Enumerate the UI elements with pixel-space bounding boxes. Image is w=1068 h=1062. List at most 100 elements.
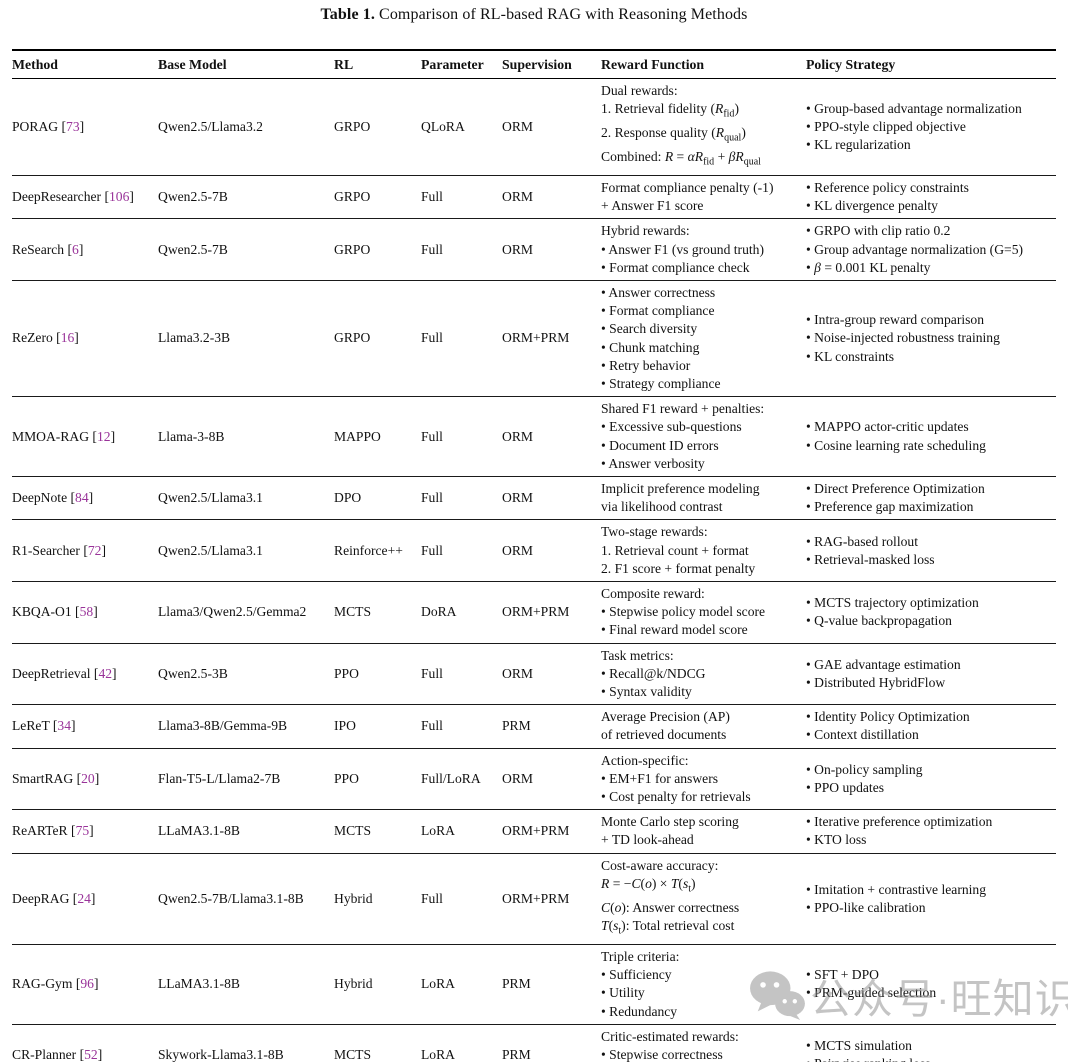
- citation-ref[interactable]: 20: [81, 770, 95, 786]
- policy-strategy-cell: • Reference policy constraints • KL diver…: [806, 175, 1056, 220]
- policy-line: • Intra-group reward comparison: [806, 312, 985, 328]
- policy-strategy-cell: • SFT + DPO • PRM-guided selection: [806, 944, 1056, 1025]
- supervision-cell: ORM: [502, 643, 601, 706]
- base-model-cell: Llama3-8B/Gemma-9B: [158, 704, 334, 749]
- reward-function-cell: • Answer correctness • Format compliance •…: [601, 280, 806, 398]
- rl-cell: GRPO: [334, 175, 421, 220]
- parameter-cell: Full: [421, 175, 502, 220]
- policy-line: • KTO loss: [806, 832, 867, 848]
- reward-function-cell: Action-specific: • EM+F1 for answers • Cos…: [601, 748, 806, 811]
- method-cell: ReSearch [6]: [12, 218, 158, 281]
- policy-line: • PPO-like calibration: [806, 899, 926, 915]
- table-header: Method Base Model RL Parameter Supervisi…: [12, 50, 1056, 79]
- reward-line: • Final reward model score: [601, 622, 748, 638]
- reward-line: Two-stage rewards:: [601, 524, 708, 540]
- rl-cell: Reinforce++: [334, 519, 421, 583]
- base-model-cell: Skywork-Llama3.1-8B: [158, 1046, 284, 1062]
- citation-ref[interactable]: 52: [84, 1046, 98, 1062]
- reward-line: • Cost penalty for retrievals: [601, 789, 751, 805]
- policy-line: • GRPO with clip ratio 0.2: [806, 223, 951, 239]
- supervision-cell: ORM+PRM: [502, 853, 601, 945]
- policy-line: • PPO-style clipped objective: [806, 118, 966, 134]
- reward-line: • Sufficiency: [601, 967, 672, 983]
- table-row: LeReT [34] Llama3-8B/Gemma-9B IPO Full PRM Av…: [12, 704, 1056, 749]
- policy-line: • MCTS trajectory optimization: [806, 595, 979, 611]
- reward-line: Critic-estimated rewards:: [601, 1028, 739, 1044]
- col-header-parameter: Parameter: [421, 50, 502, 79]
- supervision-cell: ORM: [502, 519, 601, 583]
- parameter-cell: Full: [421, 476, 502, 521]
- citation-ref[interactable]: 75: [75, 823, 90, 839]
- reward-line: Task metrics:: [601, 647, 674, 663]
- reward-line: Cost-aware accuracy:: [601, 857, 719, 873]
- policy-line: • KL regularization: [806, 137, 911, 153]
- reward-line: • Syntax validity: [601, 684, 692, 700]
- method-cell: R1-Searcher [72]: [12, 519, 158, 583]
- policy-strategy-cell: • Identity Policy Optimization • Context …: [806, 704, 1056, 749]
- table-row: DeepRAG [24] Qwen2.5-7B/Llama3.1-8B Hybrid…: [12, 853, 1056, 945]
- reward-line: Hybrid rewards:: [601, 223, 690, 239]
- rl-cell: GRPO: [334, 280, 421, 398]
- policy-line: • KL constraints: [806, 348, 895, 364]
- parameter-cell: Full: [421, 280, 502, 398]
- supervision-cell: ORM: [502, 748, 601, 811]
- reward-line: • Stepwise policy model score: [601, 604, 766, 620]
- reward-line: • Stepwise correctness: [601, 1046, 723, 1062]
- table-row: PORAG [73] Qwen2.5/Llama3.2 GRPO QLoRA ORM Du…: [12, 78, 1056, 176]
- rl-cell: MCTS: [334, 1046, 372, 1062]
- supervision-cell: PRM: [502, 1046, 531, 1062]
- policy-line: • GAE advantage estimation: [806, 656, 961, 672]
- reward-line: Combined: R = αRfid + βRqual: [601, 149, 761, 168]
- table-row: ReSearch [6] Qwen2.5-7B GRPO Full ORM Hybrid …: [12, 218, 1056, 281]
- reward-function-cell: Critic-estimated rewards: • Stepwise corr…: [601, 1024, 806, 1062]
- supervision-cell: PRM: [502, 944, 601, 1025]
- citation-ref[interactable]: 58: [79, 604, 94, 620]
- policy-line: • Cosine learning rate scheduling: [806, 437, 986, 453]
- policy-strategy-cell: • On-policy sampling • PPO updates: [806, 748, 1056, 811]
- rl-cell: MAPPO: [334, 396, 421, 478]
- citation-ref[interactable]: 72: [87, 542, 102, 558]
- supervision-cell: ORM+PRM: [502, 280, 601, 398]
- reward-line: • Format compliance check: [601, 259, 750, 275]
- reward-function-cell: Implicit preference modeling via likeliho…: [601, 476, 806, 521]
- reward-line: • Redundancy: [601, 1003, 678, 1019]
- citation-ref[interactable]: 73: [66, 118, 80, 134]
- policy-strategy-cell: • Group-based advantage normalization • P…: [806, 78, 1056, 176]
- method-cell: KBQA-O1 [58]: [12, 581, 158, 644]
- rl-cell: MCTS: [334, 809, 421, 854]
- base-model-cell: Qwen2.5/Llama3.1: [158, 476, 334, 521]
- base-model-cell: Qwen2.5/Llama3.2: [158, 78, 334, 176]
- citation-ref[interactable]: 12: [96, 428, 111, 444]
- rl-cell: PPO: [334, 748, 421, 811]
- citation-ref[interactable]: 24: [77, 890, 91, 906]
- reward-line: Dual rewards:: [601, 83, 678, 98]
- method-cell: CR-Planner [52]: [12, 1046, 103, 1062]
- citation-ref[interactable]: 16: [60, 330, 75, 346]
- citation-ref[interactable]: 42: [98, 665, 113, 681]
- citation-ref[interactable]: 106: [108, 189, 130, 205]
- base-model-cell: Llama3.2-3B: [158, 280, 334, 398]
- rl-cell: PPO: [334, 643, 421, 706]
- policy-strategy-cell: • MCTS simulation • Pairwise ranking loss: [806, 1024, 1056, 1062]
- rl-cell: MCTS: [334, 581, 421, 644]
- table-row: SmartRAG [20] Flan-T5-L/Llama2-7B PPO Full/…: [12, 748, 1056, 811]
- parameter-cell: Full: [421, 643, 502, 706]
- citation-ref[interactable]: 34: [57, 718, 72, 734]
- citation-ref[interactable]: 84: [75, 490, 89, 506]
- parameter-cell: Full/LoRA: [421, 748, 502, 811]
- supervision-cell: PRM: [502, 704, 601, 749]
- reward-line: 1. Retrieval count + format: [601, 542, 749, 558]
- citation-ref[interactable]: 96: [80, 976, 94, 992]
- parameter-cell: Full: [421, 396, 502, 478]
- supervision-cell: ORM: [502, 218, 601, 281]
- rl-cell: DPO: [334, 476, 421, 521]
- reward-line: • Document ID errors: [601, 437, 719, 453]
- reward-line: R = −C(o) × T(st): [601, 875, 696, 895]
- table-row: DeepRetrieval [42] Qwen2.5-3B PPO Full ORM Ta…: [12, 643, 1056, 706]
- col-header-supervision: Supervision: [502, 50, 601, 79]
- method-cell: ReZero [16]: [12, 280, 158, 398]
- rl-cell: GRPO: [334, 78, 421, 176]
- citation-ref[interactable]: 6: [72, 241, 79, 257]
- table-row: DeepNote [84] Qwen2.5/Llama3.1 DPO Full ORM I…: [12, 476, 1056, 521]
- policy-line: • Q-value backpropagation: [806, 613, 952, 629]
